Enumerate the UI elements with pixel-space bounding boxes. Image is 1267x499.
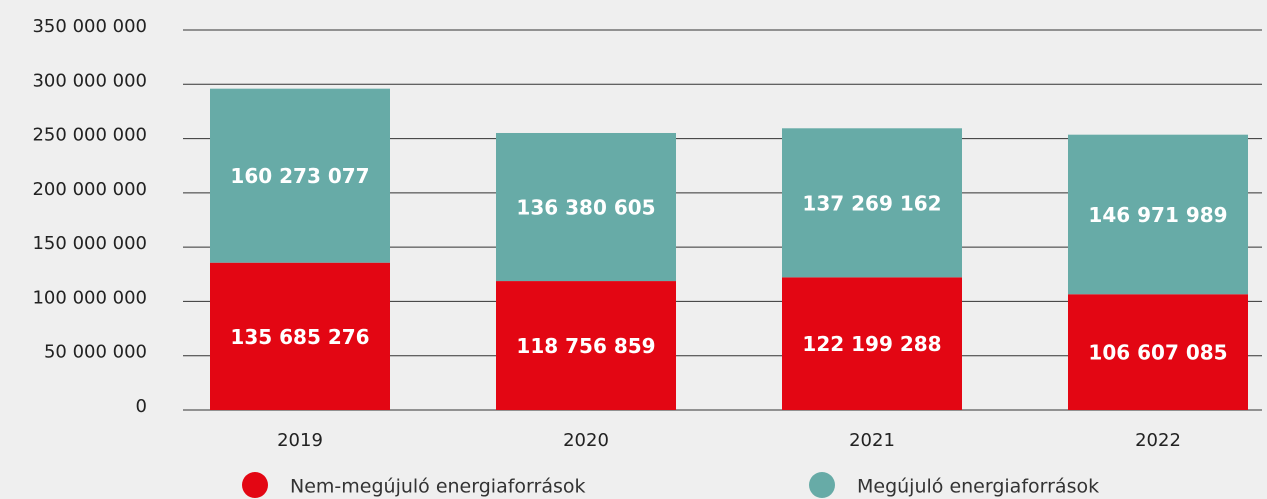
x-tick-label: 2022 (1135, 430, 1181, 451)
y-tick-label: 50 000 000 (44, 342, 147, 363)
bar-segment (210, 262, 390, 410)
y-tick-label: 100 000 000 (32, 287, 147, 308)
bar-segment (1068, 294, 1248, 410)
y-tick-label: 150 000 000 (32, 233, 147, 254)
value-label: 122 199 288 (802, 332, 941, 356)
value-label: 118 756 859 (516, 334, 655, 358)
bar-segment (782, 277, 962, 410)
y-tick-label: 0 (136, 396, 147, 417)
bar-segment (782, 128, 962, 278)
value-label: 137 269 162 (802, 191, 941, 215)
value-label: 146 971 989 (1088, 203, 1227, 227)
bar-segment (496, 281, 676, 410)
bar-segment (496, 132, 676, 282)
legend-label: Megújuló energiaforrások (857, 476, 1099, 498)
x-tick-label: 2019 (277, 430, 323, 451)
value-label: 106 607 085 (1088, 341, 1227, 365)
y-tick-label: 300 000 000 (32, 70, 147, 91)
value-label: 160 273 077 (230, 164, 369, 188)
legend-marker (809, 472, 835, 498)
y-tick-label: 200 000 000 (32, 179, 147, 200)
bar-segment (210, 88, 390, 263)
x-tick-label: 2021 (849, 430, 895, 451)
legend-marker (242, 472, 268, 498)
bar-segment (1068, 134, 1248, 295)
value-label: 135 685 276 (230, 325, 369, 349)
value-label: 136 380 605 (516, 196, 655, 220)
x-tick-label: 2020 (563, 430, 609, 451)
legend-label: Nem-megújuló energiaforrások (290, 476, 585, 498)
y-tick-label: 350 000 000 (32, 16, 147, 37)
y-tick-label: 250 000 000 (32, 125, 147, 146)
